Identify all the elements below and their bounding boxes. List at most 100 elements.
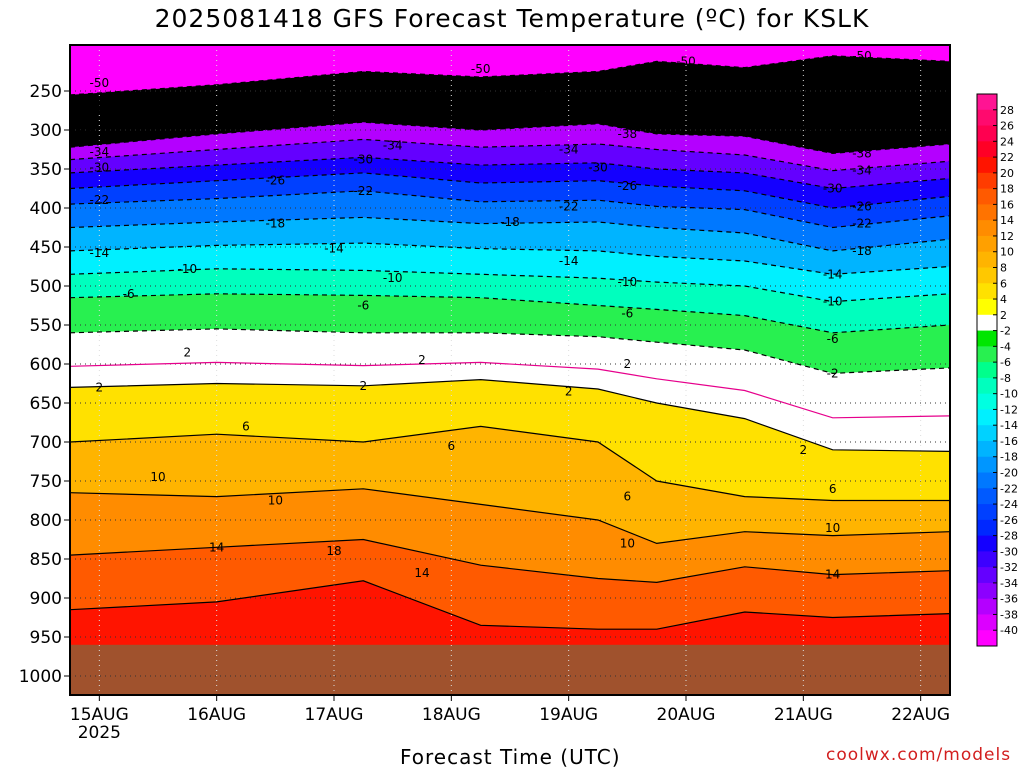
colorbar-label: 8: [1000, 261, 1007, 274]
y-tick-label: 350: [30, 160, 62, 180]
contour-label: -2: [827, 366, 839, 380]
colorbar-swatch: [977, 267, 997, 284]
contour-label: -18: [852, 244, 872, 258]
contour-label: -26: [852, 199, 872, 213]
colorbar-label: 4: [1000, 293, 1007, 306]
ground-layer: [70, 644, 950, 695]
colorbar-swatch: [977, 346, 997, 363]
colorbar-swatch: [977, 220, 997, 237]
x-axis-label: Forecast Time (UTC): [400, 745, 621, 769]
x-year-label: 2025: [78, 723, 121, 743]
contour-label: 6: [448, 439, 456, 453]
y-tick-label: 450: [30, 238, 62, 258]
colorbar-label: -16: [1000, 435, 1018, 448]
colorbar-label: 24: [1000, 135, 1014, 148]
colorbar-swatch: [977, 488, 997, 505]
colorbar-label: -2: [1000, 325, 1011, 338]
contour-label: -30: [823, 182, 843, 196]
contour-label: -14: [324, 242, 344, 256]
colorbar-swatch: [977, 425, 997, 442]
colorbar-swatch: [977, 504, 997, 521]
colorbar-label: 16: [1000, 198, 1014, 211]
contour-label: -14: [559, 254, 579, 268]
colorbar-swatch: [977, 409, 997, 426]
chart-title: 2025081418 GFS Forecast Temperature (ºC)…: [154, 4, 870, 33]
contour-label: -38: [324, 111, 344, 125]
contour-label: -46: [618, 80, 638, 94]
colorbar-label: -22: [1000, 482, 1018, 495]
contour-label: 2: [624, 357, 632, 371]
contour-label: 2: [184, 345, 192, 359]
colorbar-swatch: [977, 94, 997, 111]
colorbar-label: -14: [1000, 419, 1018, 432]
colorbar-label: 14: [1000, 214, 1014, 227]
colorbar-frame: [976, 93, 998, 647]
colorbar-swatch: [977, 377, 997, 395]
colorbar-label: -10: [1000, 388, 1018, 401]
colorbar-label: -6: [1000, 356, 1011, 369]
colorbar-label: -38: [1000, 608, 1018, 621]
contour-label: -46: [90, 98, 110, 112]
colorbar-swatch: [977, 598, 997, 615]
temperature-fill-bands: [70, 45, 950, 695]
colorbar-swatch: [977, 235, 997, 253]
colorbar-label: -12: [1000, 403, 1018, 416]
colorbar-swatch: [977, 440, 997, 458]
credit-link[interactable]: coolwx.com/models: [826, 745, 1012, 765]
contour-label: -6: [827, 332, 839, 346]
contour-label: -22: [559, 199, 579, 213]
y-tick-label: 700: [30, 433, 62, 453]
y-axis-pressure: 250 300 350 400 450 500 550 600 650 700 750 800 850 9…: [19, 82, 70, 687]
freezing-level-line: [70, 361, 950, 419]
colorbar-swatch: [977, 172, 997, 190]
y-tick-label: 950: [30, 628, 62, 648]
colorbar-swatch: [977, 283, 997, 300]
x-tick-label: 17AUG: [305, 705, 364, 725]
colorbar-label: -36: [1000, 593, 1018, 606]
contour-label: -34: [559, 143, 579, 157]
y-tick-label: 500: [30, 277, 62, 297]
colorbar-label: 18: [1000, 183, 1014, 196]
x-tick-label: 22AUG: [891, 705, 950, 725]
contour-label: -6: [123, 287, 135, 301]
contour-label: -50: [676, 54, 696, 68]
colorbar-label: 12: [1000, 230, 1014, 243]
x-tick-label: 19AUG: [539, 705, 598, 725]
contour-label: 14: [209, 540, 224, 554]
contour-label: -50: [852, 49, 872, 63]
contour-label: -50: [471, 62, 491, 76]
contour-label: -42: [442, 109, 462, 123]
contour-labels: -50 -50 -50 -50 -46 -46 -46 -46 -42 -42 -42 -38 -38 -…: [90, 49, 872, 582]
contour-label: 6: [242, 419, 250, 433]
contour-10: [70, 488, 950, 545]
contour-label: 18: [326, 544, 341, 558]
colorbar-swatch: [977, 204, 997, 221]
colorbar-label: -8: [1000, 372, 1011, 385]
colorbar-label: 22: [1000, 151, 1014, 164]
colorbar-swatch: [977, 188, 997, 205]
colorbar-swatch: [977, 299, 997, 316]
color-legend: 28 26 24 22 20 18 16 14 12 10 8 6 4 2 -2 -4 -6 -8 -10 -12 -1…: [976, 93, 1018, 647]
contour-label: -18: [500, 215, 520, 229]
colorbar-swatch: [977, 456, 997, 474]
contour-label: 14: [414, 566, 429, 580]
ground-fill: [70, 644, 950, 695]
contour-18: [70, 580, 950, 630]
colorbar-swatch: [977, 362, 997, 379]
contour-label: 2: [360, 379, 368, 393]
y-tick-label: 1000: [19, 667, 62, 687]
contour-label: -34: [383, 139, 403, 153]
y-tick-label: 800: [30, 511, 62, 531]
colorbar-swatch: [977, 614, 997, 631]
y-tick-label: 400: [30, 199, 62, 219]
contour-2: [70, 378, 950, 452]
colorbar-swatch: [977, 125, 997, 142]
contour-label: -22: [354, 184, 374, 198]
colorbar-label: -34: [1000, 577, 1018, 590]
x-tick-label: 20AUG: [657, 705, 716, 725]
y-tick-label: 600: [30, 355, 62, 375]
colorbar-label: -24: [1000, 498, 1018, 511]
contour-label: -50: [90, 76, 110, 90]
colorbar-swatch: [977, 393, 997, 410]
colorbar-label: -26: [1000, 514, 1018, 527]
